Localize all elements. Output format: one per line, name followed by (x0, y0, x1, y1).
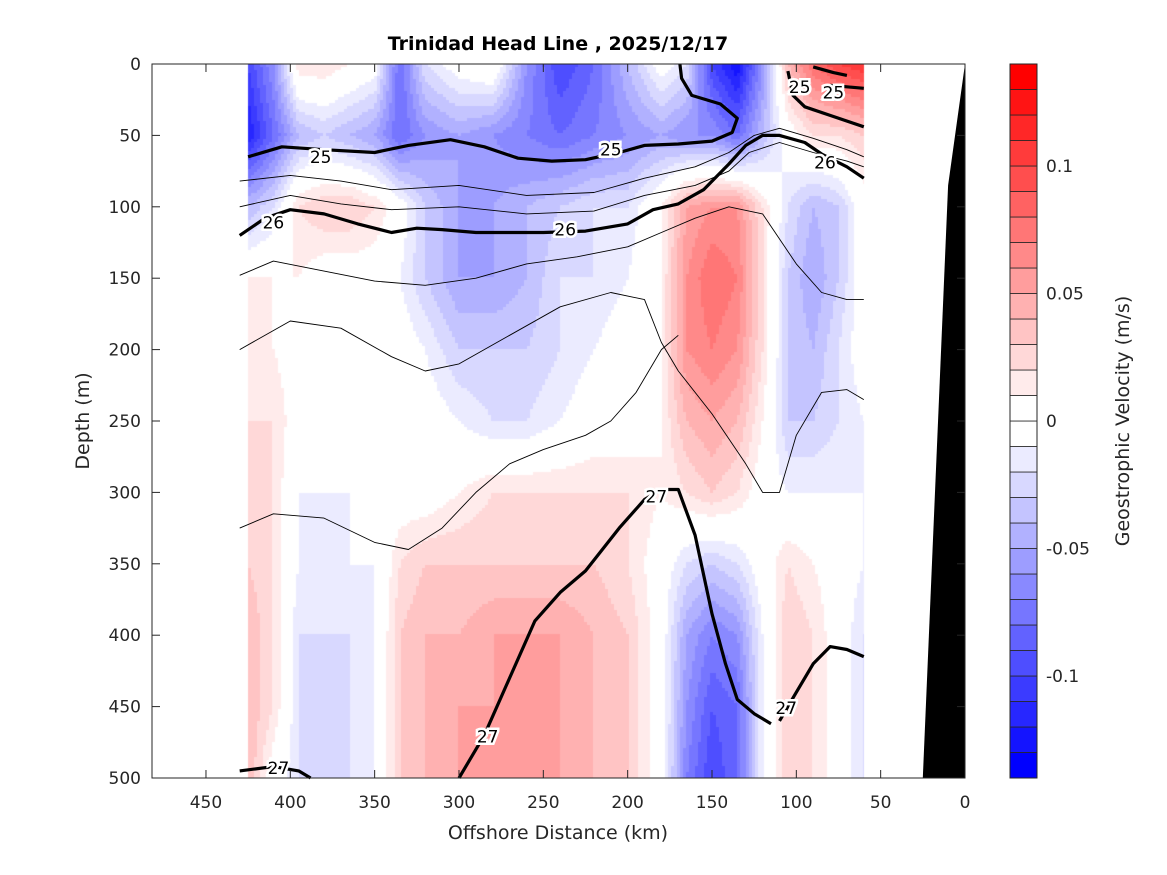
x-tick-label: 0 (960, 793, 971, 813)
contour-label: 26 (263, 214, 285, 234)
contour-label: 25 (823, 84, 845, 104)
x-tick-label: 400 (274, 793, 306, 813)
contour-line-27 (239, 764, 312, 780)
colorbar-band (1009, 63, 1038, 90)
y-axis-label: Depth (m) (72, 372, 94, 469)
contour-label: 26 (554, 221, 576, 241)
y-tick-label: 500 (109, 769, 141, 789)
colorbar-band (1009, 140, 1038, 167)
colorbar-band (1009, 369, 1038, 396)
chart-title: Trinidad Head Line , 2025/12/17 (388, 33, 728, 55)
colorbar-band (1009, 650, 1038, 677)
x-axis-label: Offshore Distance (km) (448, 822, 668, 844)
plot-frame (151, 63, 966, 779)
colorbar-band (1009, 165, 1038, 192)
colorbar-tick-label: 0 (1046, 412, 1057, 432)
contour-line-26 (238, 133, 865, 237)
thin-contour-line (239, 142, 864, 215)
contour-label: 27 (646, 488, 668, 508)
colorbar-frame (1009, 63, 1038, 779)
y-tick-label: 50 (119, 126, 141, 146)
colorbar-tick-label: -0.1 (1046, 667, 1079, 687)
x-tick-label: 250 (527, 793, 559, 813)
colorbar-band (1009, 675, 1038, 702)
colorbar-band (1009, 242, 1038, 269)
colorbar-band (1009, 267, 1038, 294)
colorbar-band (1009, 446, 1038, 473)
colorbar-band (1009, 471, 1038, 498)
contour-label: 27 (477, 728, 499, 748)
x-tick-label: 150 (696, 793, 728, 813)
y-tick-label: 100 (109, 198, 141, 218)
contour-label: 25 (310, 148, 332, 168)
x-tick-label: 350 (358, 793, 390, 813)
colorbar-band (1009, 548, 1038, 575)
bathymetry-shape (922, 64, 965, 778)
y-tick-label: 400 (109, 626, 141, 646)
contour-line-25 (247, 63, 739, 163)
thin-contour-line (239, 334, 679, 550)
x-tick-label: 450 (190, 793, 222, 813)
colorbar-band (1009, 293, 1038, 320)
y-tick-label: 300 (109, 483, 141, 503)
y-tick-label: 250 (109, 412, 141, 432)
contour-line-27 (778, 644, 865, 722)
colorbar-band (1009, 522, 1038, 549)
colorbar-band (1009, 599, 1038, 626)
colorbar-band (1009, 420, 1038, 447)
thin-contour-line (239, 292, 865, 493)
colorbar-band (1009, 318, 1038, 345)
contour-line-27 (457, 487, 772, 779)
thin-contour-line (239, 206, 864, 301)
x-axis: 450 400 350 300 250 200 150 100 50 0 (190, 64, 971, 813)
x-tick-label: 300 (443, 793, 475, 813)
colorbar-band (1009, 191, 1038, 218)
colorbar-band (1009, 216, 1038, 243)
contour-layer: 25 25 25 25 26 26 26 27 27 27 27 (238, 63, 865, 782)
y-tick-label: 0 (130, 55, 141, 75)
contour-line-25 (786, 70, 865, 129)
y-tick-label: 200 (109, 341, 141, 361)
colorbar-tick-label: 0.1 (1046, 157, 1073, 177)
contour-label: 25 (789, 78, 811, 98)
contour-label: 27 (268, 759, 290, 779)
contour-line-25 (812, 65, 848, 77)
colorbar-band (1009, 344, 1038, 371)
colorbar: 0.1 0.05 0 -0.05 -0.1 (1009, 63, 1090, 779)
contour-label: 26 (814, 154, 836, 174)
colorbar-band (1009, 624, 1038, 651)
y-tick-label: 350 (109, 555, 141, 575)
colorbar-label: Geostrophic Velocity (m/s) (1112, 296, 1134, 546)
colorbar-tick-label: 0.05 (1046, 285, 1084, 305)
colorbar-band (1009, 573, 1038, 600)
y-tick-label: 450 (109, 698, 141, 718)
contour-line-25 (829, 83, 864, 90)
bathymetry-layer (922, 64, 965, 778)
x-tick-label: 100 (780, 793, 812, 813)
colorbar-band (1009, 89, 1038, 116)
y-tick-label: 150 (109, 269, 141, 289)
colorbar-band (1009, 726, 1038, 753)
thin-contour-line (239, 127, 864, 196)
y-axis: 0 50 100 150 200 250 300 350 400 450 500 (109, 55, 965, 789)
x-tick-label: 50 (870, 793, 892, 813)
colorbar-band (1009, 497, 1038, 524)
colorbar-band (1009, 114, 1038, 141)
colorbar-band (1009, 752, 1038, 779)
contour-label: 27 (775, 699, 797, 719)
contour-label: 25 (600, 141, 622, 161)
colorbar-band (1009, 395, 1038, 422)
colorbar-tick-label: -0.05 (1046, 540, 1090, 560)
x-tick-label: 200 (611, 793, 643, 813)
colorbar-band (1009, 701, 1038, 728)
